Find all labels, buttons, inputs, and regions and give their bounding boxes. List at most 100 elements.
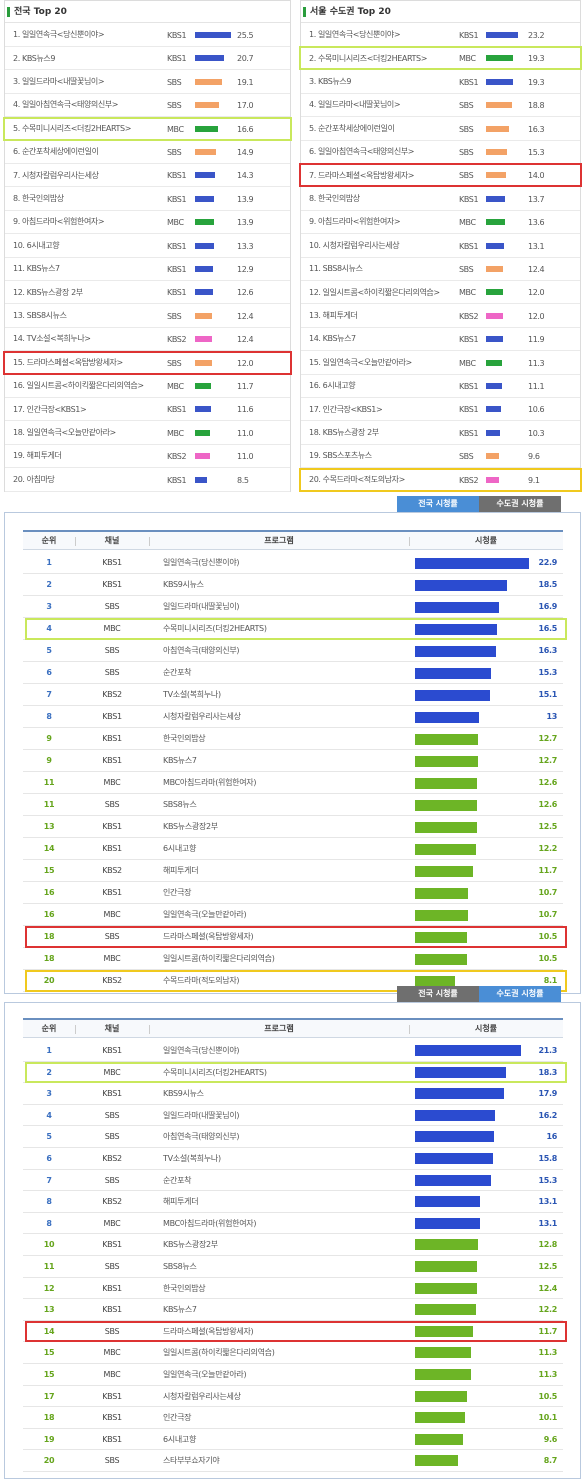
ranking-row[interactable]: 20. 아침마당 KBS1 8.5: [5, 469, 290, 492]
program-name[interactable]: 6. 일일아침연속극<태양의신부>: [309, 147, 415, 157]
program-cell[interactable]: 시청자칼럼우리사는세상: [163, 1391, 241, 1401]
program-name[interactable]: 3. KBS뉴스9: [309, 77, 352, 87]
table-row[interactable]: 15 KBS2 해피투게더 11.7: [23, 860, 563, 882]
table-row[interactable]: 15 MBC 일일시트콤(하이킥짧은다리의역습) 11.3: [23, 1342, 563, 1364]
program-name[interactable]: 19. SBS스포츠뉴스: [309, 451, 372, 461]
ranking-row[interactable]: 12. 일일시트콤<하이킥짧은다리의역습> MBC 12.0: [301, 281, 580, 305]
ranking-row[interactable]: 8. 한국인의밥상 KBS1 13.9: [5, 188, 290, 211]
program-cell[interactable]: 해피투게더: [163, 866, 199, 875]
ranking-row[interactable]: 16. 일일시트콤<하이킥짧은다리의역습> MBC 11.7: [5, 375, 290, 398]
ranking-row[interactable]: 1. 일일연속극<당신뿐이야> KBS1 23.2: [301, 24, 580, 47]
table-row[interactable]: 4 SBS 일일드라마(내딸꽃님이) 16.2: [23, 1105, 563, 1127]
program-name[interactable]: 16. 6시내고향: [309, 381, 356, 391]
ranking-row[interactable]: 9. 아침드라마<위험한여자> MBC 13.6: [301, 211, 580, 235]
ranking-row[interactable]: 11. KBS뉴스7 KBS1 12.9: [5, 258, 290, 281]
program-name[interactable]: 2. KBS뉴스9: [13, 53, 56, 63]
program-cell[interactable]: 드라마스페셜(옥탑방왕세자): [163, 932, 254, 941]
program-cell[interactable]: SBS8뉴스: [163, 1262, 197, 1271]
ranking-row[interactable]: 5. 순간포착세상에이런일이 SBS 16.3: [301, 118, 580, 141]
program-name[interactable]: 17. 인간극장<KBS1>: [13, 404, 87, 414]
program-cell[interactable]: 수목드라마(적도의남자): [163, 976, 240, 985]
ranking-row[interactable]: 13. 해피투게더 KBS2 12.0: [301, 305, 580, 328]
table-row[interactable]: 12 KBS1 한국인의밥상 12.4: [23, 1278, 563, 1300]
program-name[interactable]: 5. 순간포착세상에이런일이: [309, 123, 395, 133]
table-row[interactable]: 9 KBS1 한국인의밥상 12.7: [23, 728, 563, 750]
program-cell[interactable]: KBS뉴스광장2부: [163, 1240, 218, 1250]
program-name[interactable]: 4. 일일아침연속극<태양의신부>: [13, 100, 119, 110]
table-row[interactable]: 9 KBS1 KBS뉴스7 12.7: [23, 750, 563, 772]
ranking-row[interactable]: 17. 인간극장<KBS1> KBS1 11.6: [5, 398, 290, 422]
program-name[interactable]: 12. KBS뉴스광장 2부: [13, 287, 83, 297]
ranking-row[interactable]: 4. 일일아침연속극<태양의신부> SBS 17.0: [5, 94, 290, 118]
program-cell[interactable]: TV소설(복희누나): [163, 1154, 221, 1163]
ranking-row[interactable]: 1. 일일연속극<당신뿐이야> KBS1 25.5: [5, 24, 290, 47]
table-row[interactable]: 5 SBS 아침연속극(태양의신부) 16.3: [23, 640, 563, 662]
program-cell[interactable]: 일일시트콤(하이킥짧은다리의역습): [163, 1348, 275, 1358]
tab-national[interactable]: 전국 시청률: [397, 496, 479, 512]
program-cell[interactable]: 아침연속극(태양의신부): [163, 646, 240, 655]
program-cell[interactable]: 일일연속극(당신뿐이야): [163, 558, 240, 567]
program-cell[interactable]: KBS뉴스광장2부: [163, 822, 218, 831]
program-name[interactable]: 11. KBS뉴스7: [13, 264, 60, 274]
table-row[interactable]: 8 KBS2 해피투게더 13.1: [23, 1191, 563, 1213]
program-name[interactable]: 8. 한국인의밥상: [13, 194, 64, 204]
ranking-row[interactable]: 2. KBS뉴스9 KBS1 20.7: [5, 47, 290, 71]
table-row[interactable]: 11 SBS SBS8뉴스 12.5: [23, 1256, 563, 1278]
program-cell[interactable]: 일일연속극(오늘만같아라): [163, 910, 247, 919]
program-cell[interactable]: 6시내고향: [163, 1434, 197, 1444]
tab-capital[interactable]: 수도권 시청률: [479, 986, 561, 1002]
ranking-row[interactable]: 5. 수목미니시리즈<더킹2HEARTS> MBC 16.6: [3, 116, 292, 141]
ranking-row[interactable]: 7. 드라마스페셜<옥탑방왕세자> SBS 14.0: [299, 163, 582, 188]
ranking-row[interactable]: 19. SBS스포츠뉴스 SBS 9.6: [301, 445, 580, 469]
program-cell[interactable]: 한국인의밥상: [163, 734, 206, 743]
ranking-row[interactable]: 15. 일일연속극<오늘만같아라> MBC 11.3: [301, 352, 580, 375]
table-row[interactable]: 15 MBC 일일연속극(오늘만같아라) 11.3: [23, 1364, 563, 1386]
program-cell[interactable]: 수목미니시리즈(더킹2HEARTS): [163, 1067, 267, 1077]
program-cell[interactable]: KBS9시뉴스: [163, 1089, 204, 1099]
ranking-row[interactable]: 2. 수목미니시리즈<더킹2HEARTS> MBC 19.3: [299, 46, 582, 71]
ranking-row[interactable]: 16. 6시내고향 KBS1 11.1: [301, 375, 580, 398]
table-row[interactable]: 11 MBC MBC아침드라마(위험한여자) 12.6: [23, 772, 563, 794]
ranking-row[interactable]: 17. 인간극장<KBS1> KBS1 10.6: [301, 398, 580, 422]
program-cell[interactable]: 시청자칼럼우리사는세상: [163, 712, 241, 721]
program-cell[interactable]: 해피투게더: [163, 1197, 199, 1207]
program-name[interactable]: 19. 해피투게더: [13, 451, 62, 461]
program-name[interactable]: 1. 일일연속극<당신뿐이야>: [13, 30, 105, 40]
program-cell[interactable]: 일일연속극(오늘만같아라): [163, 1370, 247, 1379]
ranking-row[interactable]: 3. 일일드라마<내딸꽃님이> SBS 19.1: [5, 71, 290, 94]
program-name[interactable]: 17. 인간극장<KBS1>: [309, 404, 383, 414]
table-row[interactable]: 13 KBS1 KBS뉴스광장2부 12.5: [23, 816, 563, 838]
ranking-row[interactable]: 12. KBS뉴스광장 2부 KBS1 12.6: [5, 281, 290, 305]
table-row[interactable]: 2 KBS1 KBS9시뉴스 18.5: [23, 574, 563, 596]
ranking-row[interactable]: 19. 해피투게더 KBS2 11.0: [5, 445, 290, 469]
table-row[interactable]: 4 MBC 수목미니시리즈(더킹2HEARTS) 16.5: [23, 618, 567, 640]
program-name[interactable]: 8. 한국인의밥상: [309, 194, 360, 204]
table-row[interactable]: 13 KBS1 KBS뉴스7 12.2: [23, 1299, 563, 1321]
program-cell[interactable]: 일일드라마(내딸꽃님이): [163, 1110, 240, 1120]
program-name[interactable]: 6. 순간포착세상에이런일이: [13, 147, 99, 157]
program-name[interactable]: 20. 수목드라마<적도의남자>: [309, 474, 405, 484]
program-cell[interactable]: 순간포착: [163, 668, 192, 677]
program-name[interactable]: 14. KBS뉴스7: [309, 334, 356, 344]
program-cell[interactable]: 일일드라마(내딸꽃님이): [163, 602, 240, 611]
program-cell[interactable]: 일일연속극(당신뿐이야): [163, 1046, 240, 1055]
table-row[interactable]: 5 SBS 아침연속극(태양의신부) 16: [23, 1126, 563, 1148]
program-name[interactable]: 9. 아침드라마<위험한여자>: [309, 217, 401, 227]
program-name[interactable]: 3. 일일드라마<내딸꽃님이>: [13, 77, 105, 87]
ranking-row[interactable]: 14. KBS뉴스7 KBS1 11.9: [301, 328, 580, 352]
table-row[interactable]: 18 SBS 드라마스페셜(옥탑방왕세자) 10.5: [23, 926, 567, 948]
program-name[interactable]: 10. 시청자칼럼우리사는세상: [309, 240, 400, 250]
program-name[interactable]: 20. 아침마당: [13, 474, 55, 484]
program-name[interactable]: 7. 드라마스페셜<옥탑방왕세자>: [309, 170, 415, 180]
table-row[interactable]: 14 SBS 드라마스페셜(옥탑방왕세자) 11.7: [23, 1320, 567, 1343]
table-row[interactable]: 8 KBS1 시청자칼럼우리사는세상 13: [23, 706, 563, 728]
program-cell[interactable]: 인간극장: [163, 1413, 192, 1423]
ranking-row[interactable]: 4. 일일드라마<내딸꽃님이> SBS 18.8: [301, 94, 580, 118]
ranking-row[interactable]: 14. TV소설<복희누나> KBS2 12.4: [5, 328, 290, 352]
table-row[interactable]: 19 KBS1 6시내고향 9.6: [23, 1429, 563, 1451]
program-cell[interactable]: MBC아침드라마(위험한여자): [163, 778, 257, 787]
table-row[interactable]: 3 SBS 일일드라마(내딸꽃님이) 16.9: [23, 596, 563, 618]
ranking-row[interactable]: 10. 시청자칼럼우리사는세상 KBS1 13.1: [301, 235, 580, 258]
table-row[interactable]: 7 SBS 순간포착 15.3: [23, 1170, 563, 1192]
program-cell[interactable]: KBS뉴스7: [163, 756, 197, 765]
